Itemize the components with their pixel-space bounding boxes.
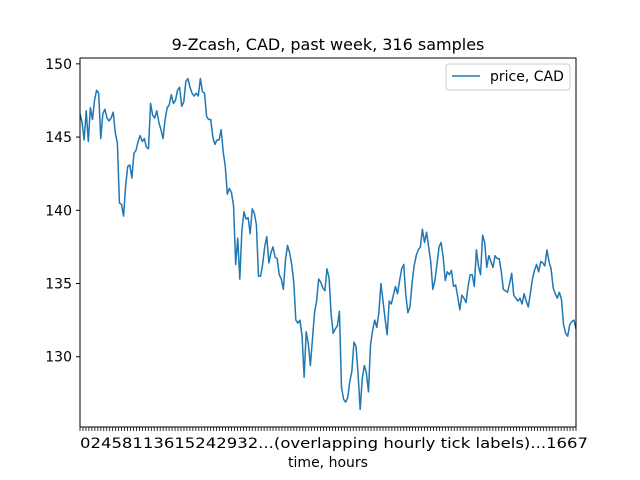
y-tick-label-130: 130 (45, 350, 72, 366)
legend: price, CAD (445, 63, 571, 91)
plot-area (79, 77, 577, 411)
x-axis: 02458113615242932...(overlapping hourly … (79, 427, 588, 452)
legend-box (445, 63, 571, 91)
legend-label-price-cad: price, CAD (490, 69, 564, 85)
y-axis: 130 135 140 145 150 (45, 57, 80, 366)
y-tick-label-150: 150 (45, 57, 72, 73)
x-tick-labels: 02458113615242932...(overlapping hourly … (80, 436, 588, 452)
x-axis-label: time, hours (288, 455, 368, 471)
axes-frame (79, 57, 577, 428)
y-tick-label-145: 145 (45, 130, 72, 146)
y-tick-label-135: 135 (45, 277, 72, 293)
chart-title: 9-Zcash, CAD, past week, 316 samples (172, 35, 485, 54)
series-line-price-cad (79, 77, 577, 411)
y-tick-label-140: 140 (45, 203, 72, 219)
